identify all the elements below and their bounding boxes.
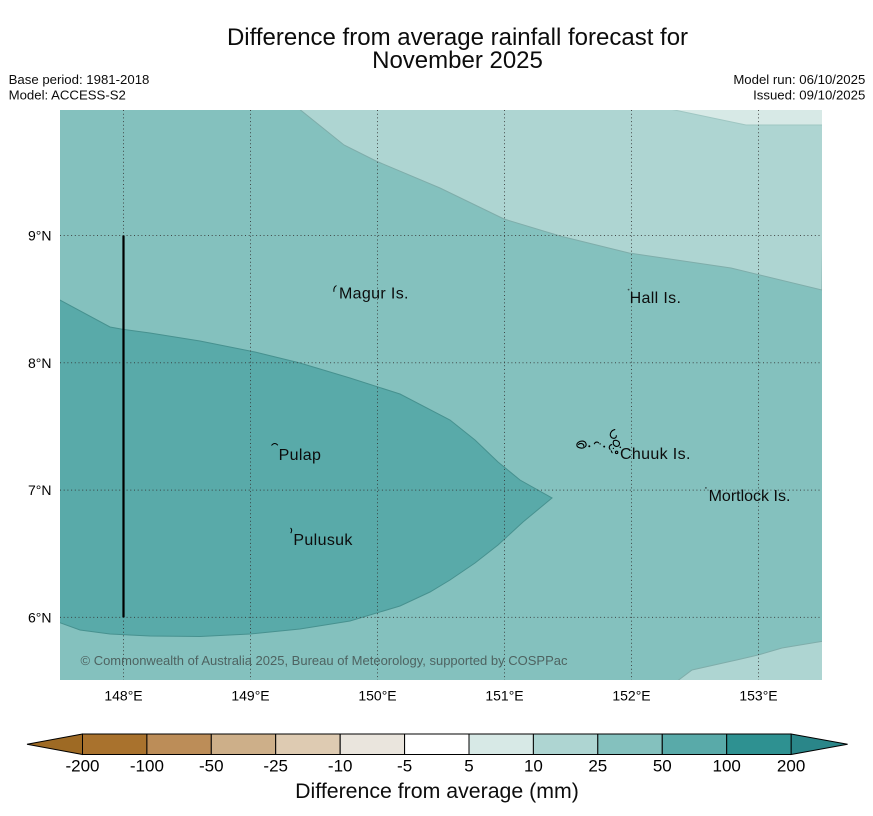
svg-text:Hall Is.: Hall Is. <box>630 290 682 307</box>
svg-text:-200: -200 <box>65 757 99 776</box>
svg-text:Difference from average rainfa: Difference from average rainfall forecas… <box>227 24 688 51</box>
svg-text:25: 25 <box>588 757 607 776</box>
svg-text:153°E: 153°E <box>739 688 777 704</box>
svg-text:Issued: 09/10/2025: Issued: 09/10/2025 <box>753 88 865 103</box>
svg-text:148°E: 148°E <box>104 688 142 704</box>
svg-text:7°N: 7°N <box>28 482 52 498</box>
svg-text:November 2025: November 2025 <box>372 47 543 74</box>
svg-text:Difference from average (mm): Difference from average (mm) <box>295 779 579 803</box>
svg-text:-50: -50 <box>199 757 224 776</box>
svg-text:152°E: 152°E <box>612 688 650 704</box>
svg-text:150°E: 150°E <box>358 688 396 704</box>
svg-text:-10: -10 <box>328 757 353 776</box>
svg-text:Magur Is.: Magur Is. <box>339 286 409 303</box>
svg-text:© Commonwealth of Australia 20: © Commonwealth of Australia 2025, Bureau… <box>81 653 568 668</box>
svg-text:Chuuk Is.: Chuuk Is. <box>620 446 691 463</box>
svg-text:Model: ACCESS-S2: Model: ACCESS-S2 <box>9 88 126 103</box>
svg-text:-5: -5 <box>397 757 412 776</box>
svg-text:Mortlock Is.: Mortlock Is. <box>709 488 791 505</box>
svg-text:8°N: 8°N <box>28 355 52 371</box>
svg-text:151°E: 151°E <box>485 688 523 704</box>
svg-text:5: 5 <box>464 757 473 776</box>
svg-text:Base period: 1981-2018: Base period: 1981-2018 <box>9 72 150 87</box>
svg-text:Pulap: Pulap <box>279 447 322 464</box>
svg-text:Pulusuk: Pulusuk <box>293 532 353 549</box>
svg-text:9°N: 9°N <box>28 228 52 244</box>
svg-text:149°E: 149°E <box>231 688 269 704</box>
svg-text:200: 200 <box>777 757 805 776</box>
svg-text:-25: -25 <box>263 757 288 776</box>
svg-text:50: 50 <box>653 757 672 776</box>
svg-text:100: 100 <box>713 757 741 776</box>
svg-text:10: 10 <box>524 757 543 776</box>
svg-text:6°N: 6°N <box>28 609 52 625</box>
svg-text:Model run: 06/10/2025: Model run: 06/10/2025 <box>733 72 865 87</box>
svg-text:-100: -100 <box>130 757 164 776</box>
